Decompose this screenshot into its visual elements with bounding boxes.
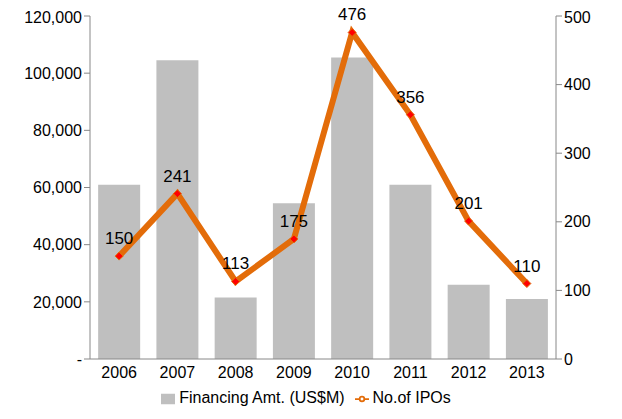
html-text:Financing Amt. (US$M): Financing Amt. (US$M) bbox=[179, 389, 345, 406]
svg-text:200: 200 bbox=[564, 213, 591, 230]
svg-text:356: 356 bbox=[396, 88, 424, 107]
svg-text:150: 150 bbox=[105, 229, 133, 248]
svg-text:100: 100 bbox=[564, 282, 591, 299]
html-text:No.of IPOs: No.of IPOs bbox=[372, 389, 451, 406]
svg-text:60,000: 60,000 bbox=[33, 179, 82, 196]
svg-text:2010: 2010 bbox=[334, 364, 370, 381]
svg-text:113: 113 bbox=[222, 254, 249, 273]
svg-text:20,000: 20,000 bbox=[33, 294, 82, 311]
svg-text:2012: 2012 bbox=[451, 364, 487, 381]
svg-text:175: 175 bbox=[280, 212, 308, 231]
svg-text:400: 400 bbox=[564, 76, 591, 93]
svg-text:40,000: 40,000 bbox=[33, 236, 82, 253]
svg-text:2013: 2013 bbox=[509, 364, 545, 381]
svg-text:2011: 2011 bbox=[393, 364, 428, 381]
svg-text:120,000: 120,000 bbox=[24, 9, 82, 26]
svg-text:201: 201 bbox=[454, 194, 482, 213]
svg-text:300: 300 bbox=[564, 145, 591, 162]
svg-text:2006: 2006 bbox=[101, 364, 137, 381]
svg-text:500: 500 bbox=[564, 9, 591, 26]
svg-text:241: 241 bbox=[163, 167, 191, 186]
svg-text:80,000: 80,000 bbox=[33, 122, 82, 139]
svg-text:100,000: 100,000 bbox=[24, 65, 82, 82]
svg-text:2008: 2008 bbox=[218, 364, 254, 381]
svg-text:476: 476 bbox=[338, 8, 366, 24]
svg-text:-: - bbox=[77, 351, 82, 368]
svg-text:0: 0 bbox=[564, 351, 573, 368]
svg-text:2007: 2007 bbox=[160, 364, 196, 381]
svg-text:2009: 2009 bbox=[276, 364, 312, 381]
svg-text:110: 110 bbox=[513, 257, 540, 276]
